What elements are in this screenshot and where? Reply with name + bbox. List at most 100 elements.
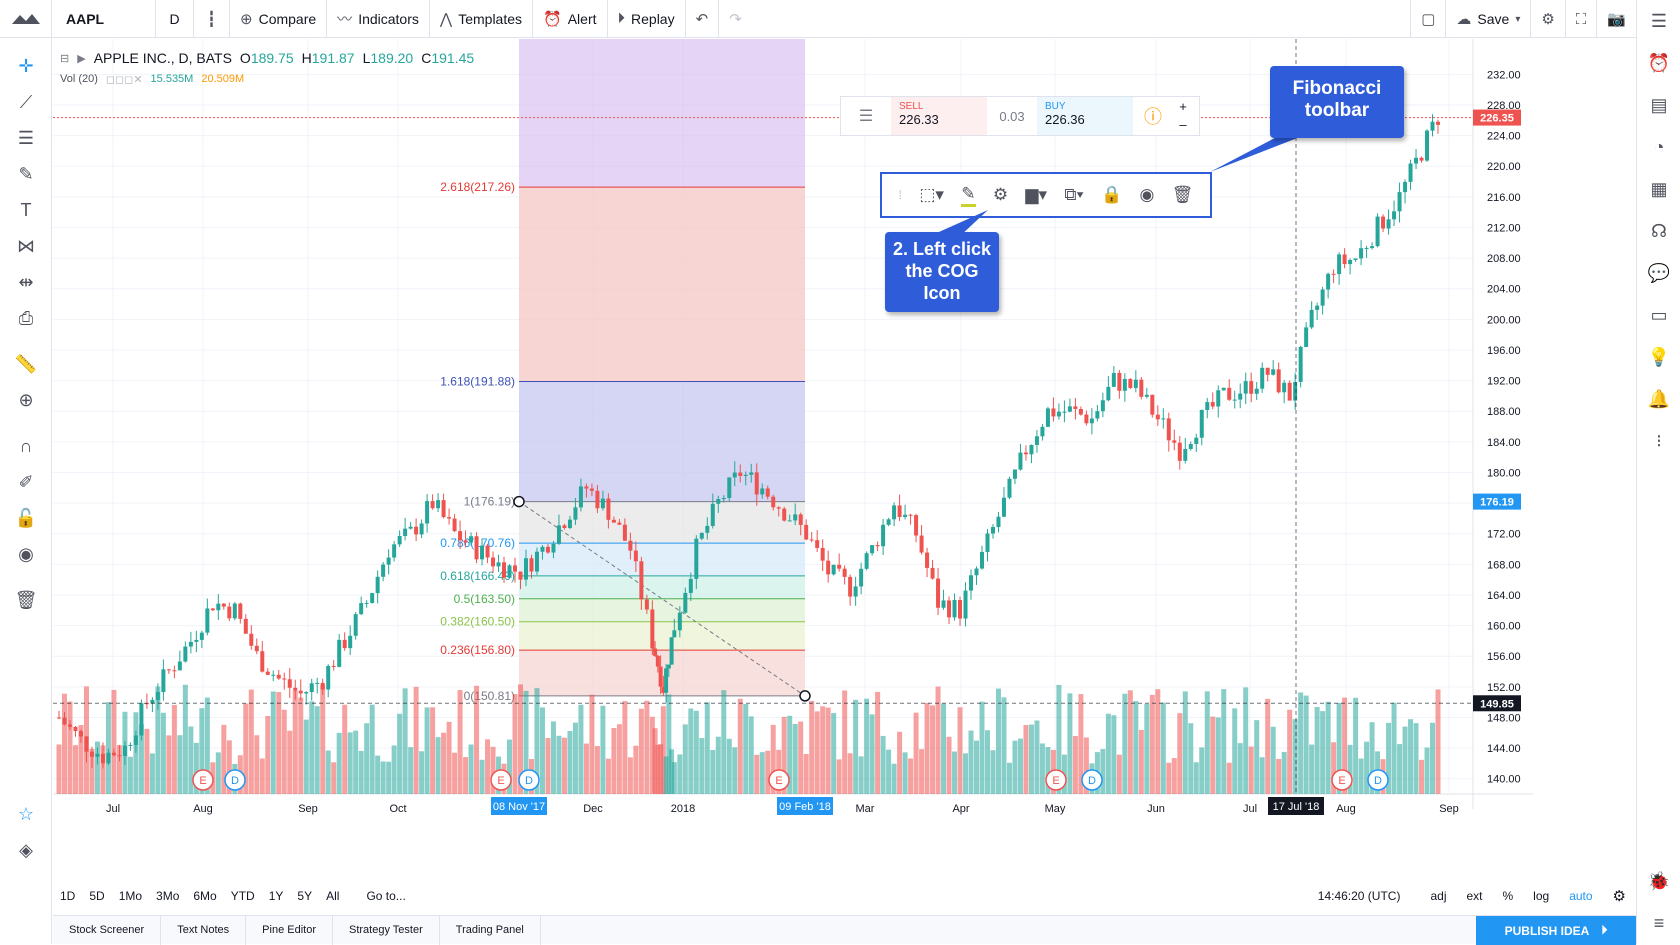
indicators-button[interactable]: 〰 Indicators (327, 0, 430, 38)
pencil-icon[interactable]: ✎ (961, 184, 976, 207)
calendar-icon[interactable]: ▦ (1650, 178, 1668, 199)
candle-body (359, 603, 364, 615)
adj-toggle[interactable]: adj (1430, 889, 1447, 903)
tab-stock-screener[interactable]: Stock Screener (53, 915, 162, 945)
compare-button[interactable]: ⊕ Compare (230, 0, 328, 38)
menu-icon[interactable]: ≡ (1653, 912, 1665, 933)
range-ytd[interactable]: YTD (230, 889, 255, 903)
prediction-icon[interactable]: ⇹ (18, 271, 34, 292)
quantity-stepper[interactable]: + – (1179, 99, 1187, 132)
star-icon[interactable]: ☆ (17, 803, 35, 824)
range-5d[interactable]: 5D (89, 889, 105, 903)
templates-button[interactable]: ⋀ Templates (430, 0, 534, 38)
magnet-icon[interactable]: ∩ (19, 435, 33, 456)
trade-menu-icon[interactable]: ☰ (858, 108, 874, 125)
lightbulb-icon[interactable]: 💡 (1647, 346, 1671, 367)
tab-pine-editor[interactable]: Pine Editor (246, 915, 333, 945)
cog-icon[interactable]: ⚙ (992, 185, 1009, 204)
trend-line-icon[interactable]: ⟋ (19, 91, 33, 112)
bug-icon[interactable]: 🐞 (1647, 870, 1671, 891)
chart-pane[interactable]: 232.00 228.00 224.00 220.00 216.00 212.00 208.… (53, 39, 1583, 849)
auto-toggle[interactable]: auto (1569, 889, 1593, 903)
trash-icon[interactable]: 🗑 (14, 589, 38, 610)
tradingview-logo[interactable] (0, 0, 52, 38)
range-6mo[interactable]: 6Mo (193, 889, 217, 903)
candle-body (1150, 394, 1155, 415)
text-tool-icon[interactable]: T (20, 199, 32, 220)
volume-bar (485, 739, 491, 794)
alerts-clock-icon[interactable]: ⏰ (1647, 52, 1671, 73)
interval-button[interactable]: D (156, 0, 194, 38)
symbol-search[interactable]: AAPL (52, 0, 156, 38)
event-marker (490, 769, 512, 791)
pattern-icon[interactable]: ⋈ (17, 235, 35, 256)
range-1d[interactable]: 1D (60, 889, 76, 903)
publish-idea-button[interactable]: PUBLISH IDEA ⏵ (1476, 916, 1636, 945)
volume-bar (160, 712, 166, 794)
messages-icon[interactable]: ▭ (1650, 304, 1668, 325)
percent-toggle[interactable]: % (1502, 889, 1514, 903)
range-3mo[interactable]: 3Mo (156, 889, 180, 903)
hotlist-icon[interactable]: ◔ (1653, 136, 1665, 157)
bell-icon[interactable]: 🔔 (1647, 388, 1671, 409)
drag-handle-icon[interactable]: ⁞ (898, 188, 902, 202)
layers-icon[interactable]: ◈ (19, 839, 33, 860)
tab-text-notes[interactable]: Text Notes (161, 915, 247, 945)
range-1mo[interactable]: 1Mo (118, 889, 143, 903)
alert-button[interactable]: ⏰ Alert (533, 0, 608, 38)
price-chart[interactable]: 232.00 228.00 224.00 220.00 216.00 212.00 208.… (53, 39, 1583, 849)
ideas-icon[interactable]: ☊ (1651, 220, 1667, 241)
sell-button[interactable]: SELL 226.33 (891, 97, 987, 135)
visibility-eye-icon[interactable]: ◉ (1139, 185, 1155, 204)
event-marker (224, 769, 246, 791)
tab-strategy-tester[interactable]: Strategy Tester (333, 915, 440, 945)
candle-body (485, 545, 490, 558)
fib-anchor-handle (799, 690, 811, 702)
watchlist-icon[interactable]: ☰ (1650, 10, 1668, 31)
chat-icon[interactable]: 💬 (1647, 262, 1671, 283)
chart-type-button[interactable]: ┇ (194, 0, 230, 38)
chart-settings-icon[interactable]: ⚙ (1612, 888, 1626, 905)
selection-icon[interactable]: ⬚▾ (919, 185, 944, 204)
replay-button[interactable]: ⏵ Replay (608, 0, 686, 38)
redo-button[interactable]: ↷ (719, 0, 752, 38)
tab-trading-panel[interactable]: Trading Panel (440, 915, 541, 945)
icons-tool-icon[interactable]: ⎙ (18, 307, 34, 328)
info-icon[interactable]: ⓘ (1144, 107, 1162, 127)
settings-button[interactable]: ⚙ (1531, 0, 1566, 38)
order-book-icon[interactable]: ⁝ (1656, 430, 1662, 451)
fullscreen-button[interactable]: ⛶ (1566, 0, 1598, 38)
clock-readout[interactable]: 14:46:20 (UTC) (1317, 889, 1401, 903)
save-button[interactable]: ☁ Save ▾ (1446, 0, 1532, 38)
zoom-in-icon[interactable]: ⊕ (18, 389, 34, 410)
delete-icon[interactable]: 🗑 (1171, 185, 1194, 204)
screenshot-button[interactable]: 📷 (1597, 0, 1636, 38)
eye-icon[interactable]: ◉ (18, 543, 34, 564)
candle-body (73, 726, 78, 732)
ruler-icon[interactable]: 📏 (14, 353, 38, 374)
volume-bar (671, 762, 677, 794)
collapse-icon[interactable]: ⊟ (60, 52, 70, 65)
lock-icon[interactable]: 🔓 (14, 507, 38, 528)
ext-toggle[interactable]: ext (1466, 889, 1483, 903)
visual-order-icon[interactable]: ▆▾ (1025, 185, 1048, 204)
layout-button[interactable]: ▢ (1410, 0, 1447, 38)
crosshair-icon[interactable]: ✛ (18, 55, 34, 76)
volume-bar (638, 708, 644, 794)
flag-icon[interactable]: ▶ (77, 52, 86, 65)
padlock-icon[interactable]: 🔒 (1100, 185, 1123, 204)
brush-icon[interactable]: ✎ (18, 163, 34, 184)
stay-drawing-icon[interactable]: ✐ (18, 471, 34, 492)
data-window-icon[interactable]: ▤ (1650, 94, 1668, 115)
range-1y[interactable]: 1Y (268, 889, 284, 903)
clone-icon[interactable]: ⧉▾ (1064, 185, 1084, 204)
goto-button[interactable]: Go to... (366, 889, 406, 903)
range-all[interactable]: All (326, 889, 340, 903)
fib-retracement-icon[interactable]: ☰ (17, 127, 35, 148)
undo-button[interactable]: ↶ (686, 0, 720, 38)
range-5y[interactable]: 5Y (297, 889, 313, 903)
volume-controls-icon[interactable]: ◻◻◻✕ (105, 74, 143, 86)
log-toggle[interactable]: log (1533, 889, 1550, 903)
save-label: Save (1477, 11, 1510, 27)
buy-button[interactable]: BUY 226.36 (1037, 97, 1133, 135)
